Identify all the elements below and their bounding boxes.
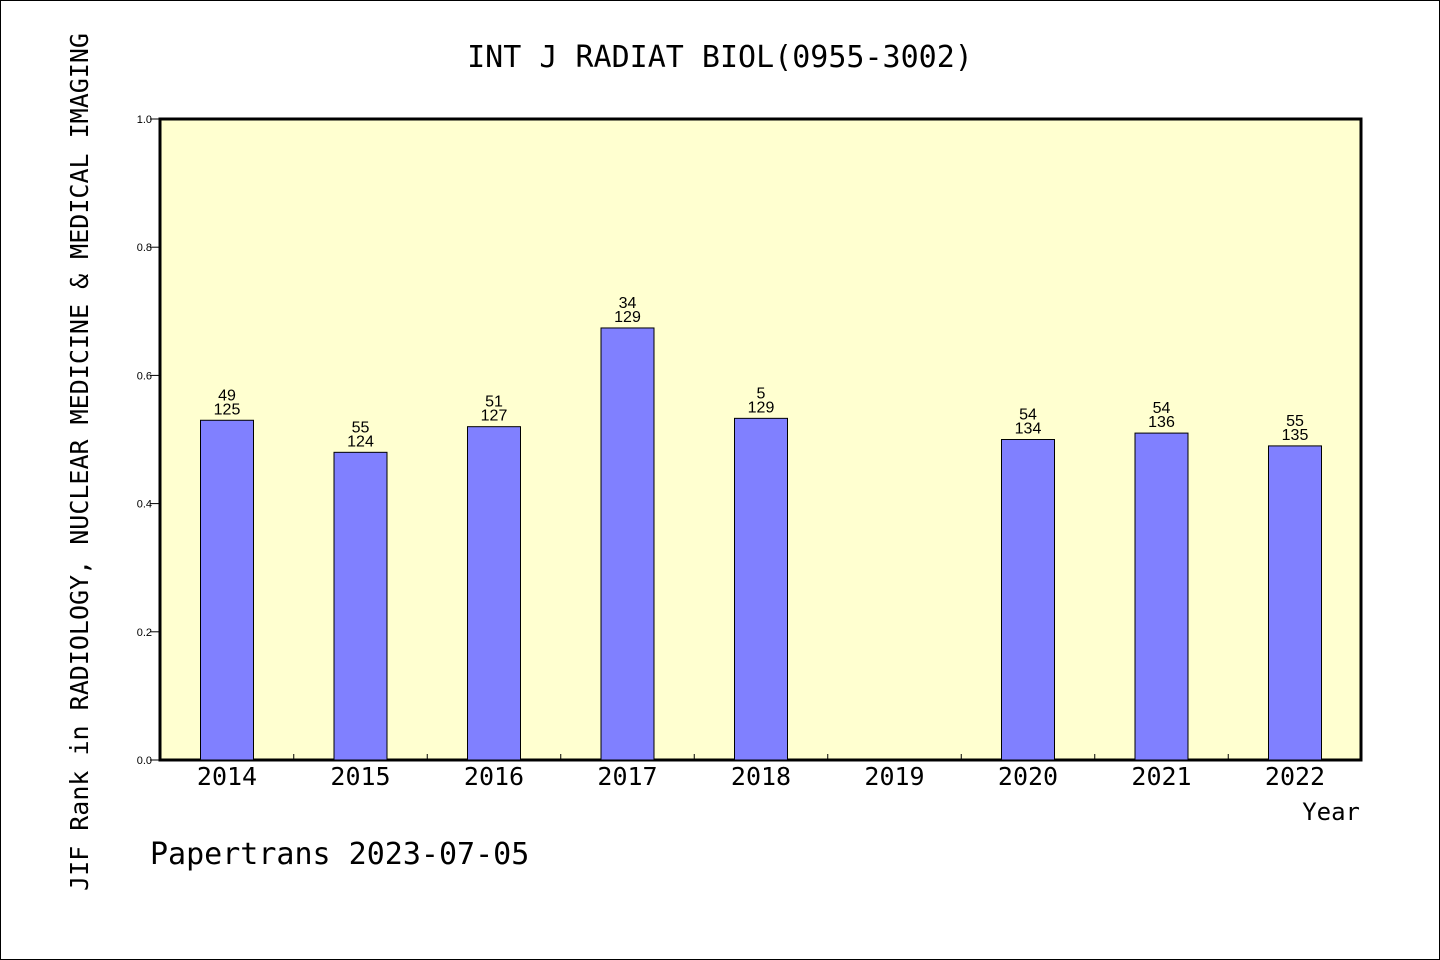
bar-total-label: 134 [1015,421,1042,438]
x-axis: 2014 2015 2016 2017 2018 2019 2020 2021 2022 [197,754,1325,791]
bar-total-label: 136 [1148,414,1175,431]
x-tick-label: 2018 [731,762,791,791]
bar-2017 [600,327,655,761]
footer-credit: Papertrans 2023-07-05 [150,837,529,872]
x-tick-label: 2017 [597,762,657,791]
x-axis-label: Year [1302,798,1360,826]
bar-total-label: 129 [614,309,641,326]
y-tick-label: 0.8 [137,242,152,254]
x-tick-label: 2015 [330,762,390,791]
bar-2018 [734,417,788,761]
bar-rank-label: 54 [1153,400,1171,417]
bar-rank-label: 55 [1286,413,1304,430]
bar-rank-label: 34 [619,295,637,312]
bar-2016 [467,426,521,761]
y-axis-label: JIF Rank in RADIOLOGY, NUCLEAR MEDICINE … [65,33,94,891]
x-tick-label: 2021 [1131,762,1191,791]
bar-rank-label: 55 [352,419,370,436]
bar-total-label: 135 [1282,427,1309,444]
x-tick-label: 2014 [197,762,257,791]
y-tick-label: 1.0 [137,114,152,126]
bar-total-label: 129 [748,399,775,416]
bar-total-label: 127 [481,408,508,425]
x-tick-label: 2020 [998,762,1058,791]
bar-2015 [333,451,388,761]
bar-2022 [1268,445,1322,761]
bar-2020 [1001,439,1055,761]
x-tick-label: 2019 [864,762,924,791]
bar-2014 [200,419,254,761]
x-tick-label: 2022 [1265,762,1325,791]
bar-total-label: 124 [347,433,374,450]
bar-total-label: 125 [214,401,241,418]
chart-title: INT J RADIAT BIOL(0955-3002) [467,40,973,75]
bar-rank-label: 49 [218,387,236,404]
bar-2021 [1134,432,1189,761]
y-tick-label: 0.2 [137,627,152,639]
y-tick-label: 0.4 [137,499,152,511]
bar-rank-label: 54 [1019,407,1037,424]
y-tick-label: 0.0 [137,755,152,767]
x-tick-label: 2016 [464,762,524,791]
bar-rank-label: 5 [757,385,766,402]
y-axis: 0.0 0.2 0.4 0.6 0.8 1.0 [137,114,160,767]
y-tick-label: 0.6 [137,370,152,382]
bar-rank-label: 51 [485,394,503,411]
